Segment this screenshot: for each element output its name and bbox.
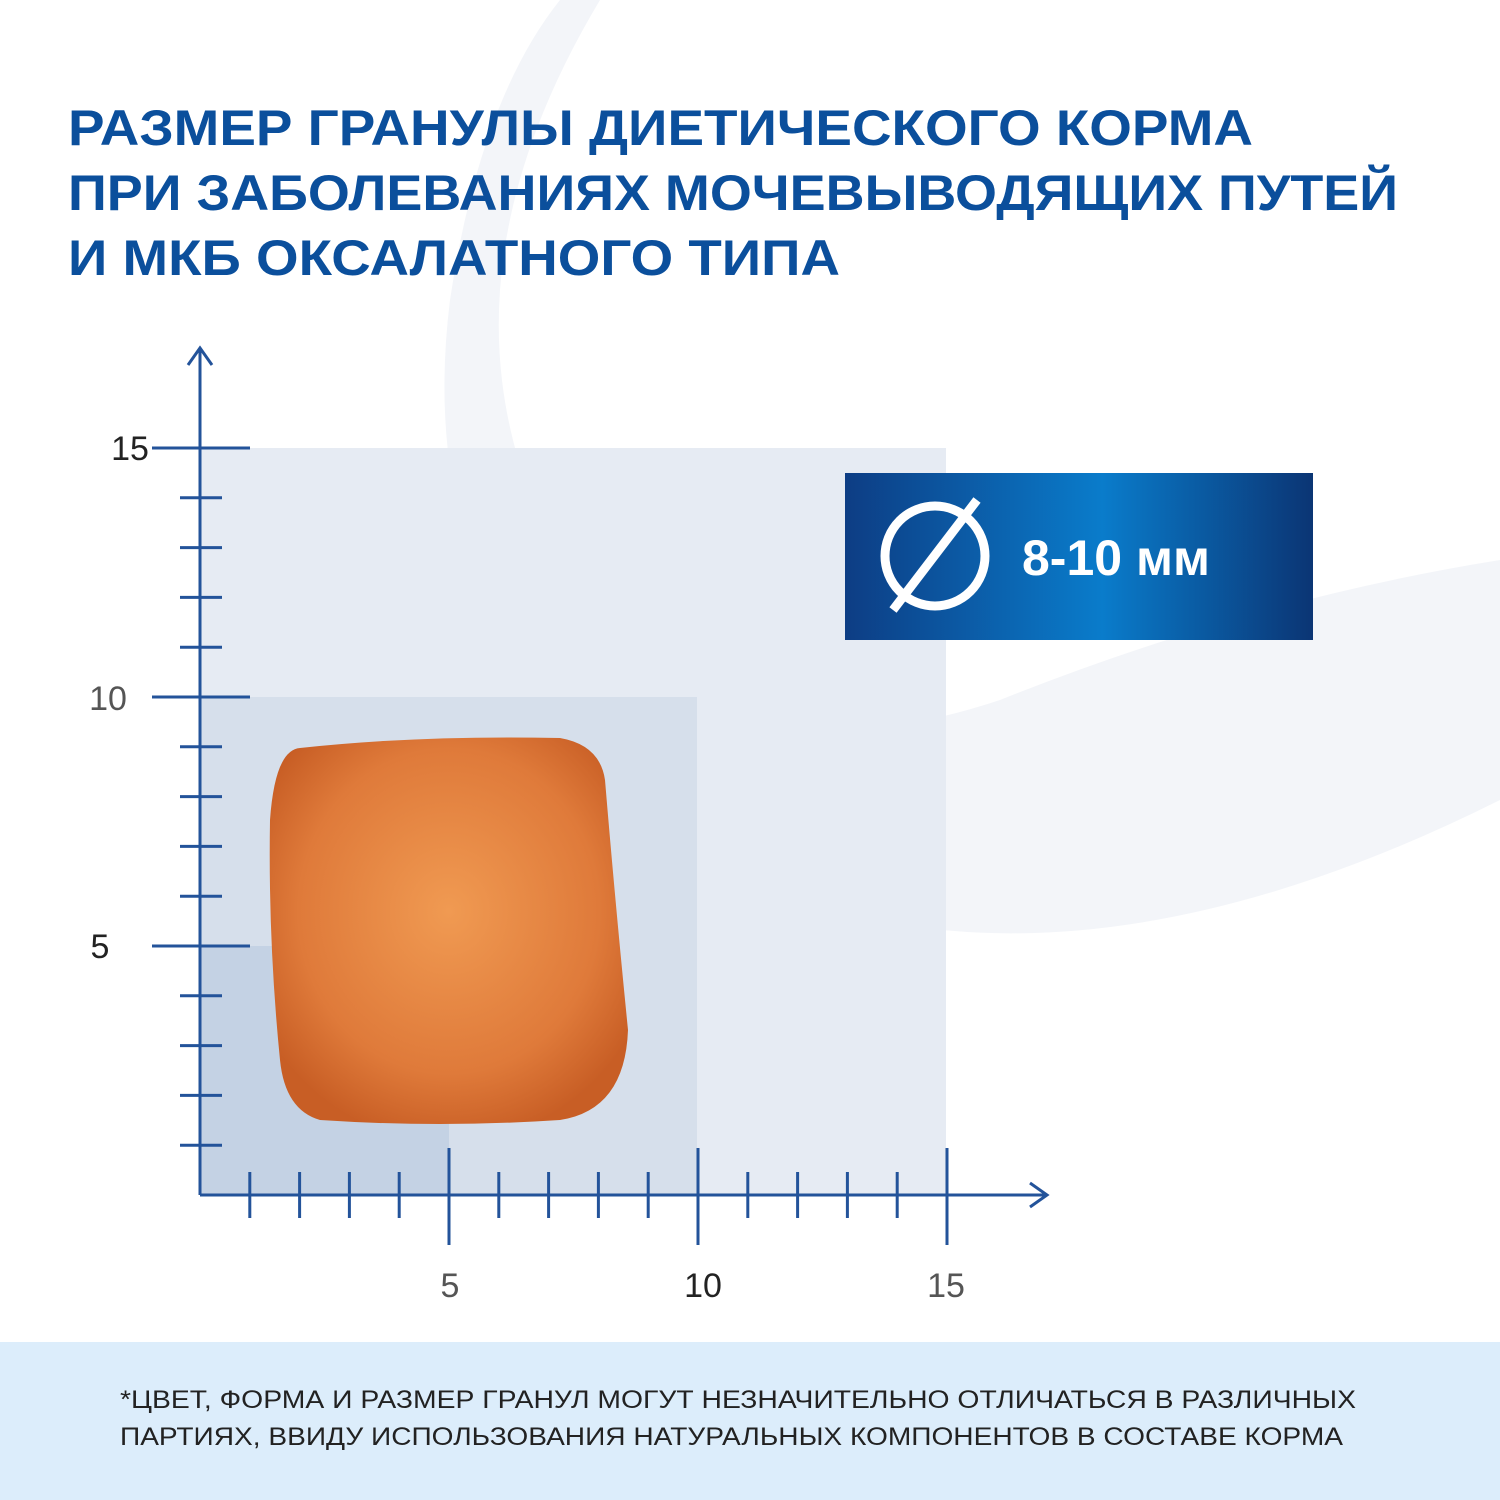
diameter-icon (880, 501, 990, 611)
y-label: 15 (111, 430, 149, 468)
kibble (269, 737, 628, 1124)
diameter-icon-slash (889, 497, 981, 613)
bg-swoosh (444, 0, 1500, 934)
y-label: 10 (89, 680, 127, 718)
x-label: 15 (927, 1267, 965, 1305)
x-label: 10 (684, 1267, 722, 1305)
footnote-line: ПАРТИЯХ, ВВИДУ ИСПОЛЬЗОВАНИЯ НАТУРАЛЬНЫХ… (120, 1423, 1343, 1451)
title-line: ПРИ ЗАБОЛЕВАНИЯХ МОЧЕВЫВОДЯЩИХ ПУТЕЙ (68, 164, 1398, 221)
axes (152, 345, 1050, 1245)
badge-text: 8-10 мм (1022, 530, 1210, 586)
footer-band (0, 1342, 1500, 1500)
x-label: 5 (441, 1267, 460, 1305)
size-badge (845, 473, 1313, 640)
footnote-line: *ЦВЕТ, ФОРМА И РАЗМЕР ГРАНУЛ МОГУТ НЕЗНА… (120, 1386, 1356, 1414)
y-label: 5 (91, 928, 110, 966)
title-line: И МКБ ОКСАЛАТНОГО ТИПА (68, 230, 840, 286)
title-line: РАЗМЕР ГРАНУЛЫ ДИЕТИЧЕСКОГО КОРМА (68, 100, 1253, 156)
